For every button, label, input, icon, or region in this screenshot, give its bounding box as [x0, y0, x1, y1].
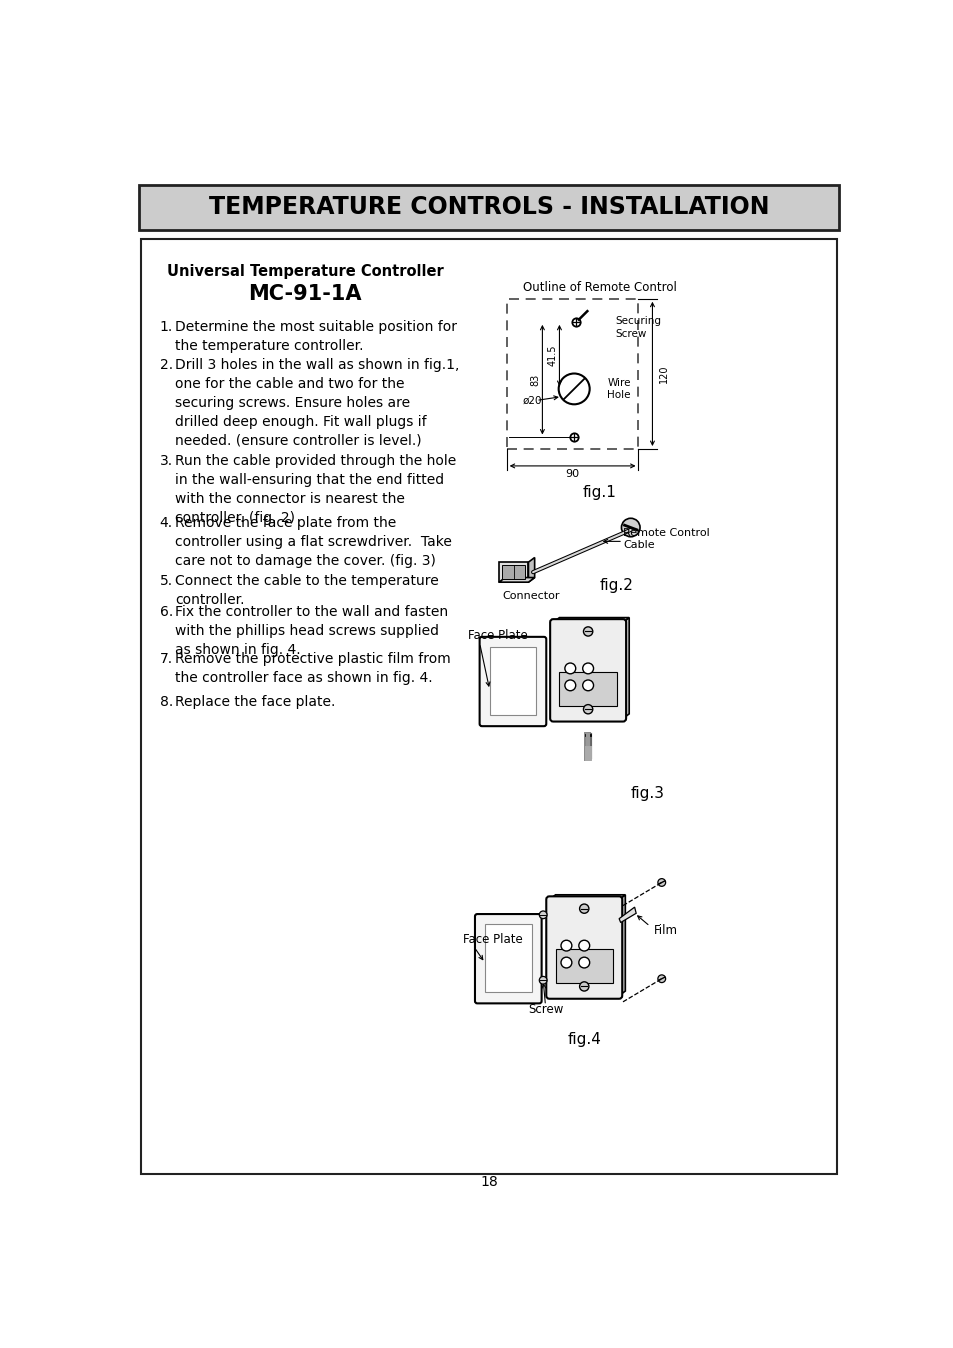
Text: Wire
Hole: Wire Hole — [607, 377, 630, 400]
Text: MC-91-1A: MC-91-1A — [248, 284, 361, 305]
FancyBboxPatch shape — [550, 619, 625, 721]
Circle shape — [578, 941, 589, 950]
Polygon shape — [549, 895, 624, 899]
Polygon shape — [498, 577, 534, 582]
Polygon shape — [528, 558, 534, 582]
Bar — [558, 671, 617, 706]
Polygon shape — [618, 895, 624, 996]
Bar — [489, 647, 536, 714]
Text: 83: 83 — [530, 373, 539, 386]
FancyBboxPatch shape — [475, 914, 541, 1003]
Circle shape — [564, 679, 575, 690]
Text: 1.: 1. — [159, 319, 172, 333]
Text: 120: 120 — [659, 365, 669, 383]
Text: Securing
Screw: Securing Screw — [615, 317, 660, 338]
Text: Run the cable provided through the hole
in the wall-ensuring that the end fitted: Run the cable provided through the hole … — [174, 454, 456, 526]
Text: TEMPERATURE CONTROLS - INSTALLATION: TEMPERATURE CONTROLS - INSTALLATION — [209, 195, 768, 220]
Polygon shape — [622, 617, 629, 718]
Text: Remove the face plate from the
controller using a flat screwdriver.  Take
care n: Remove the face plate from the controlle… — [174, 516, 452, 568]
Text: fig.3: fig.3 — [630, 786, 664, 801]
Circle shape — [583, 627, 592, 636]
Bar — [484, 925, 531, 992]
Circle shape — [560, 941, 571, 950]
Text: Remote Control
Cable: Remote Control Cable — [622, 528, 709, 550]
Circle shape — [620, 518, 639, 537]
Text: 8.: 8. — [159, 694, 172, 709]
Text: 2.: 2. — [159, 359, 172, 372]
Text: Connector: Connector — [502, 590, 559, 601]
Text: fig.2: fig.2 — [599, 578, 633, 593]
Text: 18: 18 — [479, 1175, 497, 1189]
Text: 90: 90 — [565, 469, 579, 479]
Circle shape — [582, 663, 593, 674]
Polygon shape — [553, 617, 629, 623]
Bar — [501, 565, 525, 580]
Text: Fix the controller to the wall and fasten
with the phillips head screws supplied: Fix the controller to the wall and faste… — [174, 605, 448, 658]
Circle shape — [579, 981, 588, 991]
Circle shape — [579, 905, 588, 914]
Text: fig.4: fig.4 — [567, 1033, 600, 1047]
Circle shape — [538, 976, 546, 984]
Polygon shape — [618, 907, 636, 922]
Text: 4.: 4. — [159, 516, 172, 530]
Circle shape — [578, 957, 589, 968]
Text: Determine the most suitable position for
the temperature controller.: Determine the most suitable position for… — [174, 319, 456, 353]
Bar — [138, 185, 839, 229]
Circle shape — [658, 975, 665, 983]
Circle shape — [583, 705, 592, 714]
Text: Universal Temperature Controller: Universal Temperature Controller — [167, 264, 443, 279]
Circle shape — [582, 679, 593, 690]
Bar — [506, 299, 638, 449]
Bar — [498, 562, 528, 582]
Circle shape — [560, 957, 571, 968]
Text: 7.: 7. — [159, 652, 172, 666]
FancyBboxPatch shape — [546, 896, 621, 999]
Circle shape — [658, 879, 665, 887]
Circle shape — [564, 663, 575, 674]
Text: 41.5: 41.5 — [547, 345, 557, 367]
Text: fig.1: fig.1 — [582, 485, 616, 500]
Text: Film: Film — [654, 923, 678, 937]
Text: 3.: 3. — [159, 454, 172, 468]
Text: Drill 3 holes in the wall as shown in fig.1,
one for the cable and two for the
s: Drill 3 holes in the wall as shown in fi… — [174, 359, 459, 448]
Text: 6.: 6. — [159, 605, 172, 619]
Bar — [555, 949, 612, 983]
Text: 5.: 5. — [159, 574, 172, 588]
Text: Replace the face plate.: Replace the face plate. — [174, 694, 335, 709]
Text: Screw: Screw — [527, 1003, 562, 1016]
FancyBboxPatch shape — [479, 636, 546, 727]
Text: ø20: ø20 — [521, 395, 541, 406]
Text: Outline of Remote Control: Outline of Remote Control — [522, 282, 676, 294]
Text: Remove the protective plastic film from
the controller face as shown in fig. 4.: Remove the protective plastic film from … — [174, 652, 451, 685]
Text: Face Plate: Face Plate — [468, 628, 527, 642]
Text: Face Plate: Face Plate — [462, 933, 522, 946]
Circle shape — [538, 911, 546, 919]
Text: Connect the cable to the temperature
controller.: Connect the cable to the temperature con… — [174, 574, 438, 607]
